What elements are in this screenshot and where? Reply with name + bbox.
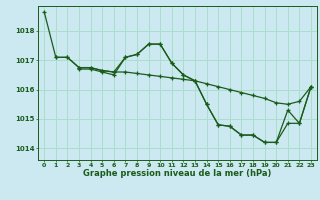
X-axis label: Graphe pression niveau de la mer (hPa): Graphe pression niveau de la mer (hPa) xyxy=(84,169,272,178)
